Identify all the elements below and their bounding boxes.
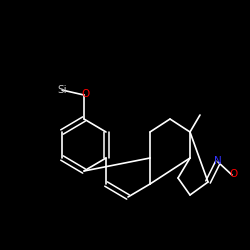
- Text: Si: Si: [57, 85, 67, 95]
- Text: N: N: [214, 156, 222, 166]
- Text: O: O: [82, 89, 90, 99]
- Text: O: O: [230, 169, 238, 179]
